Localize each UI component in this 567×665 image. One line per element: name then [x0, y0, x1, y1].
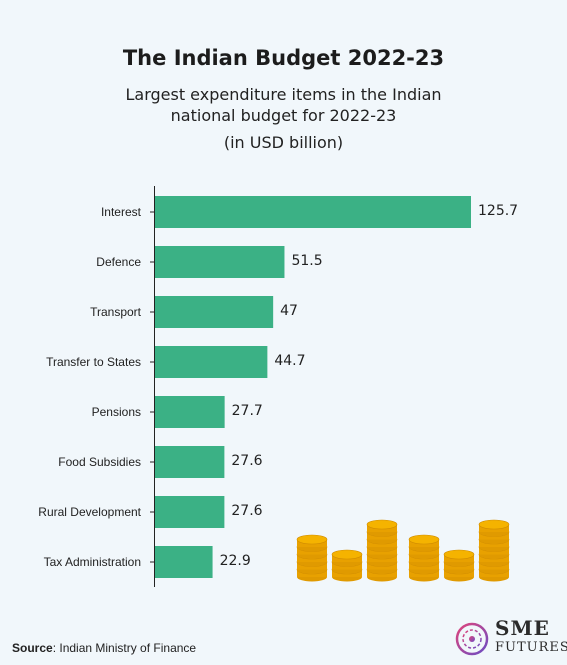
- subtitle-line-1: Largest expenditure items in the Indian: [125, 85, 442, 104]
- bar: [155, 296, 274, 328]
- logo-text-sme: SME: [495, 616, 550, 640]
- value-label: 27.7: [232, 403, 263, 419]
- coin-top: [408, 534, 440, 545]
- coin-stacks-decoration: [296, 519, 510, 582]
- value-label: 27.6: [231, 453, 262, 469]
- category-label: Tax Administration: [44, 555, 141, 569]
- coin-stack: [443, 549, 475, 582]
- value-label: 125.7: [478, 203, 518, 219]
- category-label: Rural Development: [38, 505, 141, 519]
- value-label: 44.7: [274, 353, 305, 369]
- chart-units: (in USD billion): [223, 133, 344, 152]
- coin-stack: [331, 549, 363, 582]
- coin-top: [331, 549, 363, 560]
- bar: [155, 246, 285, 278]
- coin-stack: [408, 534, 440, 582]
- bar: [155, 346, 268, 378]
- source-label: Source: [12, 641, 53, 655]
- chart-subtitle: Largest expenditure items in the Indian …: [0, 84, 567, 126]
- logo-text-futures: FUTURES: [495, 640, 567, 655]
- category-label: Food Subsidies: [58, 455, 141, 469]
- category-label: Transport: [90, 305, 142, 319]
- subtitle-line-2: national budget for 2022-23: [170, 106, 397, 125]
- coin-top: [296, 534, 328, 545]
- bar: [155, 196, 471, 228]
- value-label: 27.6: [231, 503, 262, 519]
- chart-title: The Indian Budget 2022-23: [122, 46, 445, 70]
- category-label: Defence: [96, 255, 141, 269]
- category-label: Pensions: [92, 405, 141, 419]
- coin-stack: [296, 534, 328, 582]
- coin-stack: [478, 519, 510, 582]
- source-text: : Indian Ministry of Finance: [52, 641, 197, 655]
- value-label: 22.9: [220, 553, 251, 569]
- brain-circuit-icon: [455, 622, 489, 656]
- category-label: Transfer to States: [46, 355, 141, 369]
- source-note: Source: Indian Ministry of Finance: [12, 641, 196, 655]
- bar: [155, 446, 225, 478]
- coin-top: [478, 519, 510, 530]
- coin-stack: [366, 519, 398, 582]
- bar: [155, 496, 225, 528]
- bars-layer: Interest 125.7 Defence 51.5 Transport 47 Trans…: [38, 196, 518, 578]
- coin-top: [366, 519, 398, 530]
- bar: [155, 396, 225, 428]
- bar: [155, 546, 213, 578]
- category-label: Interest: [101, 205, 142, 219]
- value-label: 47: [280, 303, 298, 319]
- value-label: 51.5: [291, 253, 322, 269]
- coin-top: [443, 549, 475, 560]
- sme-futures-logo: SME FUTURES: [453, 616, 567, 662]
